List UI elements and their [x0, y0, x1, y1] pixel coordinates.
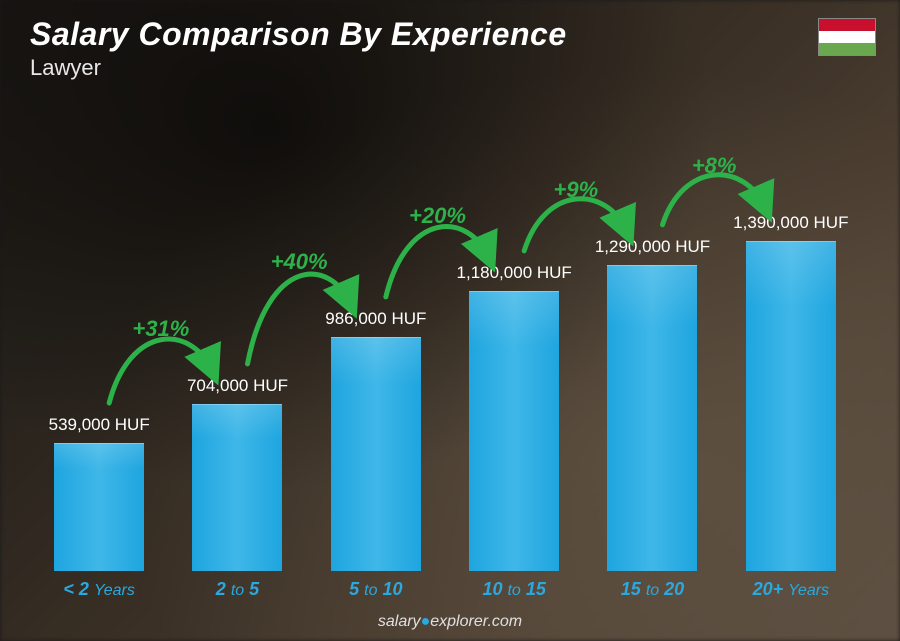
- header: Salary Comparison By Experience Lawyer: [30, 16, 870, 81]
- infographic-container: Salary Comparison By Experience Lawyer A…: [0, 0, 900, 641]
- chart-subtitle: Lawyer: [30, 55, 870, 81]
- flag-stripe-white: [819, 31, 875, 43]
- chart-title: Salary Comparison By Experience: [30, 16, 870, 53]
- x-axis-label: 2 to 5: [177, 579, 297, 600]
- flag-stripe-green: [819, 43, 875, 55]
- flag-stripe-red: [819, 19, 875, 31]
- x-axis-label: 20+ Years: [731, 579, 851, 600]
- brand-part-c: .com: [487, 613, 522, 630]
- brand-part-b: explorer: [430, 613, 487, 630]
- hungary-flag-icon: [818, 18, 876, 56]
- footer-brand: salary●explorer.com: [0, 613, 900, 631]
- x-axis-label: 5 to 10: [316, 579, 436, 600]
- x-axis-label: 15 to 20: [592, 579, 712, 600]
- growth-pct-label: +8%: [674, 153, 754, 179]
- x-axis-label: < 2 Years: [39, 579, 159, 600]
- x-axis-label: 10 to 15: [454, 579, 574, 600]
- brand-dot: ●: [421, 613, 431, 630]
- bar-chart: 539,000 HUF< 2 Years704,000 HUF2 to 5986…: [30, 100, 860, 571]
- brand-part-a: salary: [378, 613, 421, 630]
